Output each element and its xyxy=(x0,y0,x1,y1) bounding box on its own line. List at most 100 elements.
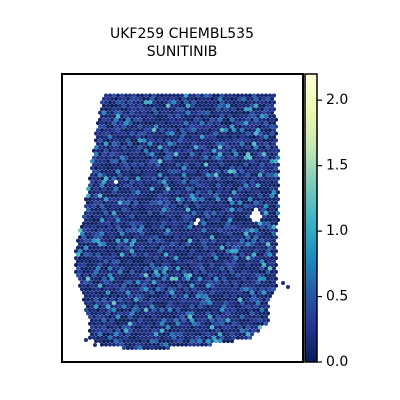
spot xyxy=(144,135,148,139)
spot xyxy=(120,335,124,340)
spot xyxy=(96,294,100,299)
spot xyxy=(88,231,92,236)
spot xyxy=(258,166,262,171)
spot xyxy=(116,176,120,181)
spot xyxy=(158,193,162,198)
spot xyxy=(142,131,146,136)
spot xyxy=(242,297,246,302)
spot xyxy=(262,166,266,171)
spot xyxy=(206,152,210,157)
spot xyxy=(214,325,218,330)
spot xyxy=(136,176,140,181)
spot xyxy=(84,231,88,236)
spot xyxy=(166,110,170,115)
spot xyxy=(244,314,248,319)
spot xyxy=(240,169,244,174)
spot xyxy=(132,155,136,160)
spot xyxy=(108,252,112,257)
spot xyxy=(236,197,240,202)
spot xyxy=(166,138,170,143)
spot xyxy=(178,193,182,198)
spot xyxy=(258,124,262,129)
spot xyxy=(184,155,188,160)
spot xyxy=(204,218,208,222)
spot xyxy=(140,273,144,278)
spot xyxy=(208,231,212,236)
spot xyxy=(174,214,178,219)
spot xyxy=(148,245,152,250)
spot xyxy=(134,173,138,177)
spot xyxy=(206,318,210,323)
spot xyxy=(156,93,160,98)
spot xyxy=(170,173,174,177)
spot xyxy=(152,128,156,133)
spot xyxy=(218,131,222,136)
spot xyxy=(122,256,126,261)
spot xyxy=(248,314,252,319)
spot xyxy=(228,100,232,105)
spot xyxy=(164,197,168,202)
spot xyxy=(260,266,264,271)
spot xyxy=(86,186,90,191)
spot xyxy=(262,103,266,108)
spot xyxy=(274,283,278,288)
spot xyxy=(188,93,192,98)
spot xyxy=(120,141,124,146)
spot xyxy=(262,221,266,226)
spot xyxy=(122,159,126,164)
spot xyxy=(162,283,166,288)
spot xyxy=(262,276,266,281)
spot xyxy=(104,128,108,133)
spot xyxy=(172,218,176,222)
spot xyxy=(232,211,236,216)
spot xyxy=(82,297,86,302)
spot xyxy=(172,114,176,119)
spot xyxy=(260,190,264,195)
spot xyxy=(138,96,142,101)
spot xyxy=(286,285,290,289)
spot xyxy=(110,325,114,330)
spot xyxy=(206,249,210,254)
spot xyxy=(140,148,144,153)
spot xyxy=(168,301,172,306)
spot xyxy=(100,342,104,347)
spot xyxy=(178,145,182,150)
spot xyxy=(108,141,112,146)
spot xyxy=(196,121,200,126)
spot xyxy=(76,245,80,250)
spot xyxy=(202,228,206,233)
spot xyxy=(144,183,148,188)
spot xyxy=(176,294,180,299)
spot xyxy=(160,259,164,264)
spot xyxy=(144,252,148,257)
spot xyxy=(102,131,106,136)
spot xyxy=(274,124,278,129)
spot xyxy=(212,128,216,133)
spot xyxy=(118,124,122,129)
spot xyxy=(220,211,224,216)
spot xyxy=(154,332,158,337)
spot xyxy=(100,141,104,146)
spot xyxy=(252,280,256,285)
spot xyxy=(240,155,244,160)
spot xyxy=(190,166,194,171)
spot xyxy=(254,166,258,171)
spot xyxy=(248,197,252,202)
spot xyxy=(110,256,114,261)
spot xyxy=(176,314,180,319)
spot xyxy=(172,335,176,340)
spot xyxy=(180,252,184,257)
spot xyxy=(146,297,150,302)
spot xyxy=(226,339,230,344)
spot xyxy=(122,180,126,184)
spot xyxy=(108,321,112,326)
spot xyxy=(100,114,104,119)
spot xyxy=(168,328,172,333)
spot xyxy=(242,110,246,115)
spot xyxy=(268,176,272,181)
spot xyxy=(122,96,126,101)
spot xyxy=(128,280,132,285)
spot xyxy=(170,117,174,122)
spot xyxy=(176,141,180,146)
spot xyxy=(226,117,230,122)
